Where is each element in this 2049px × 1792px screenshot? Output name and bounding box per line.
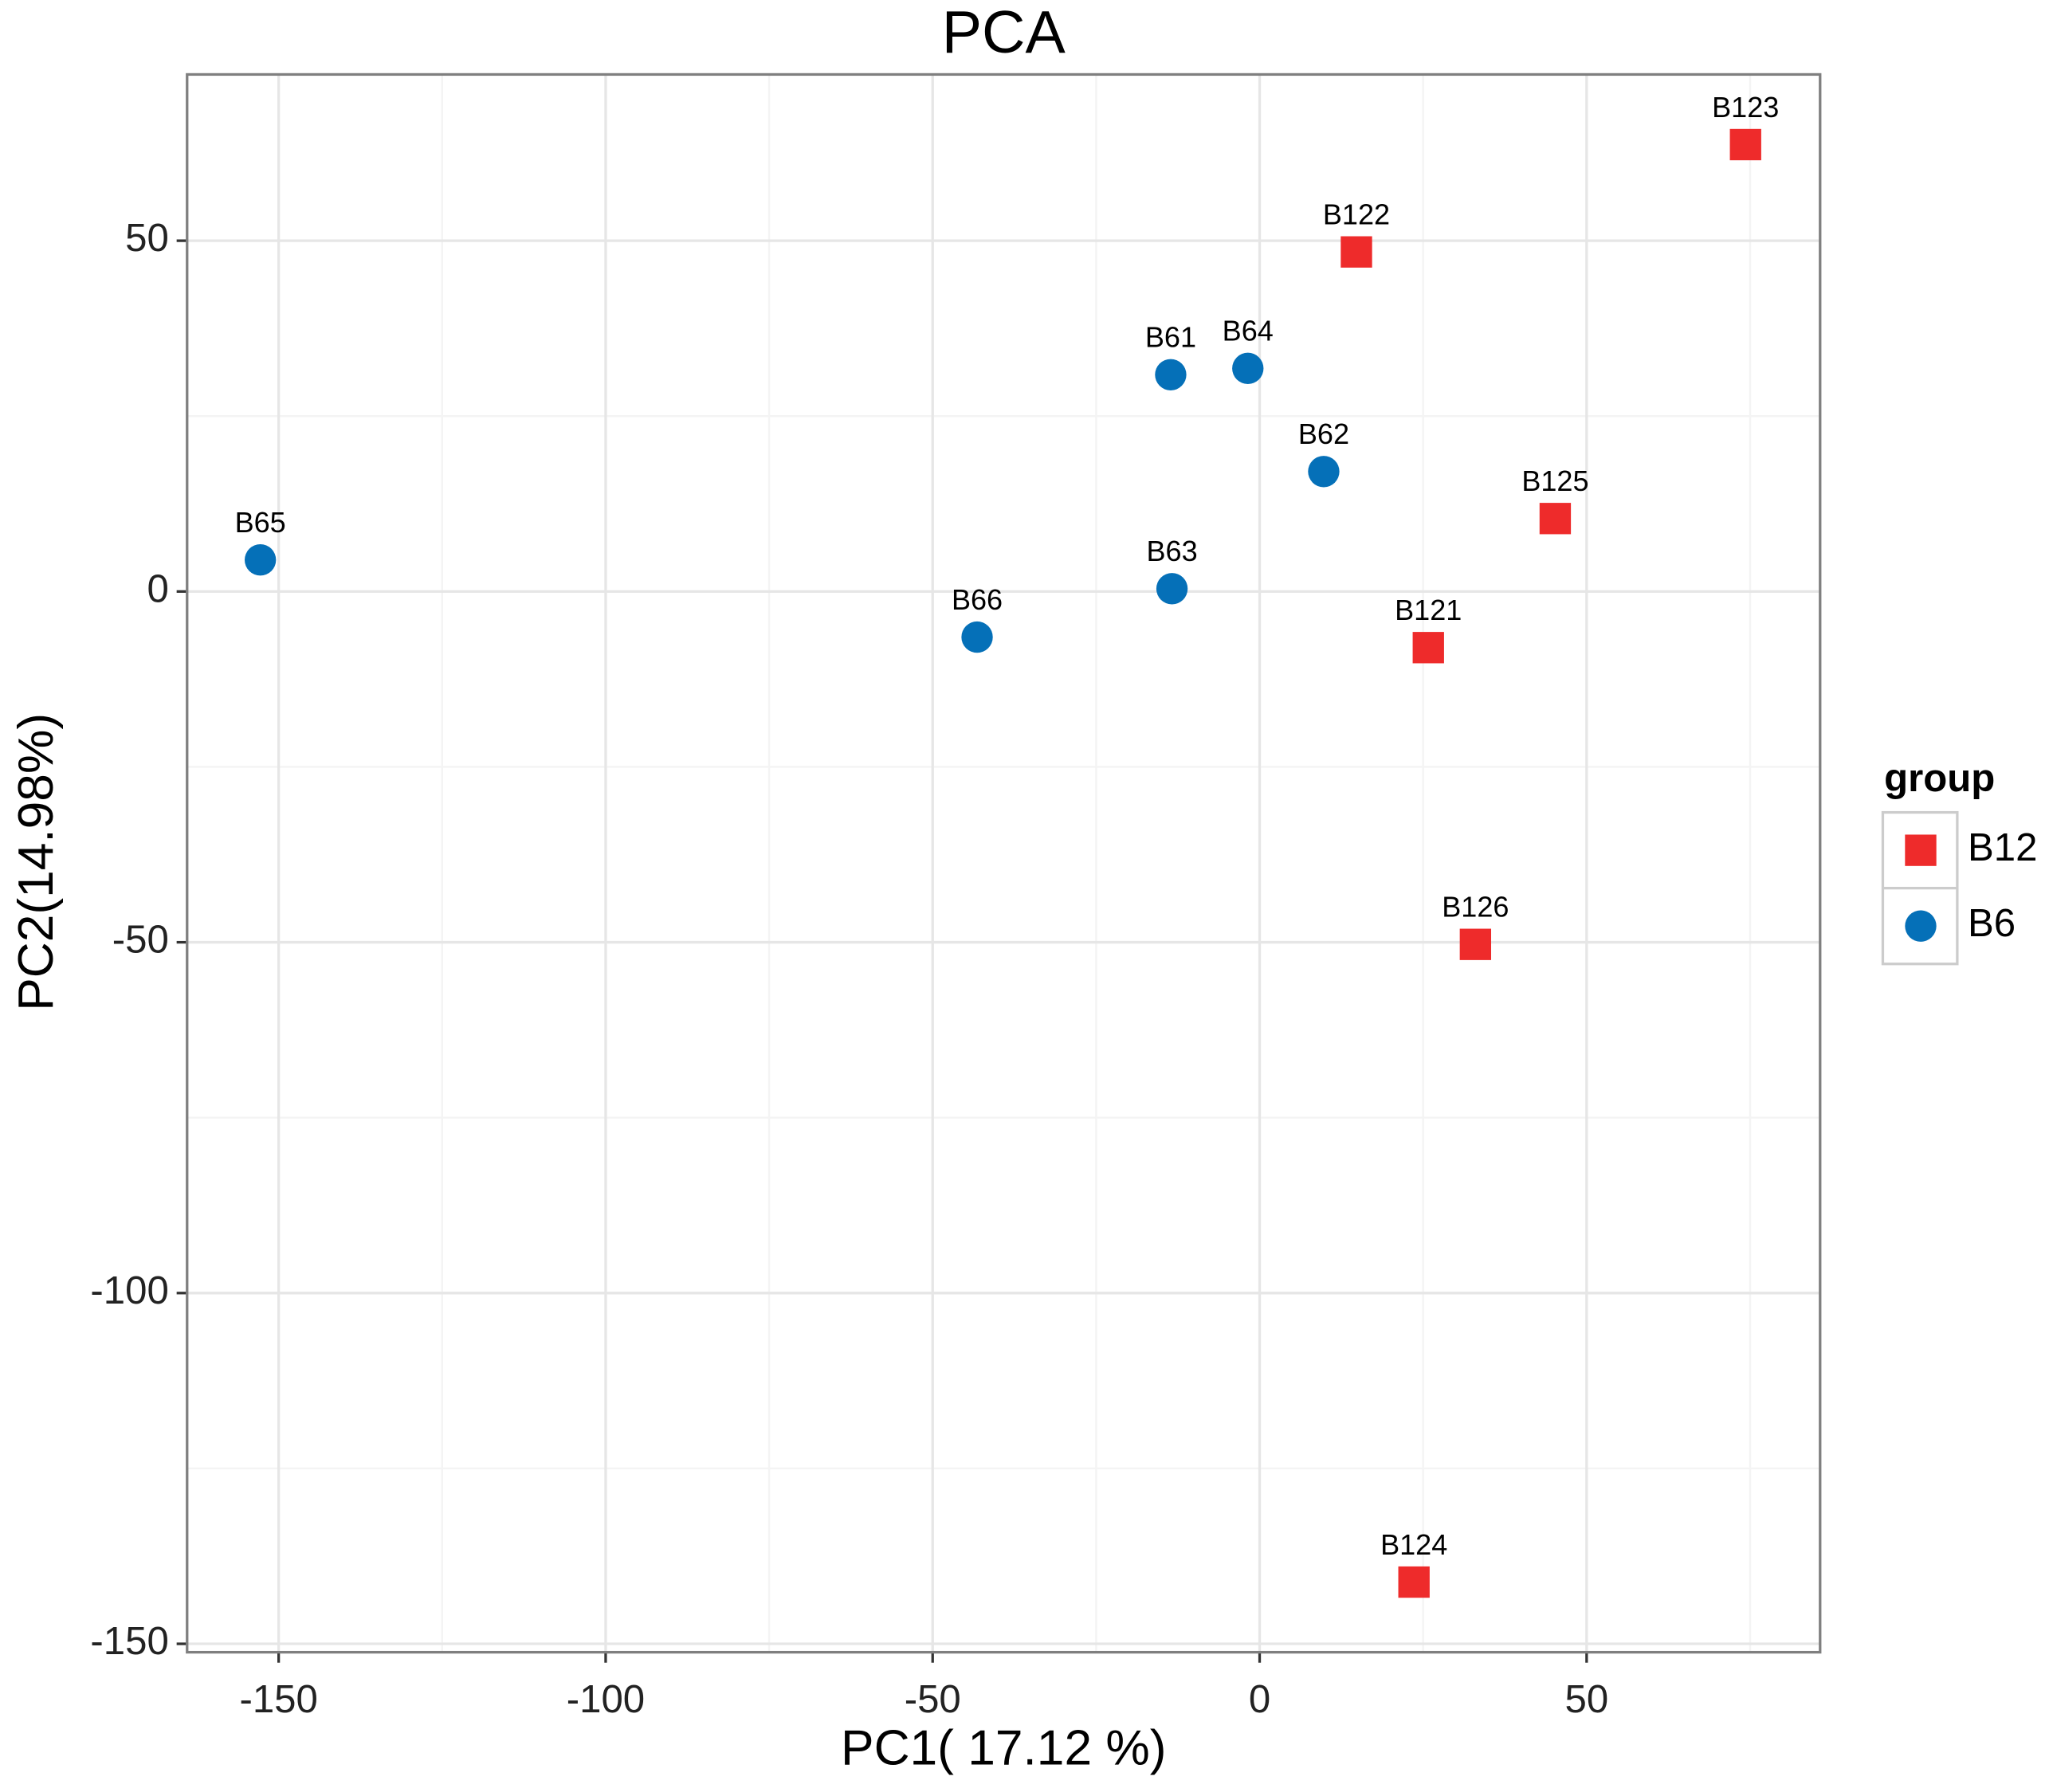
point-label: B65 (235, 506, 286, 539)
point-label: B126 (1442, 890, 1509, 923)
legend-key (1905, 910, 1937, 942)
y-tick-label: 50 (125, 216, 169, 260)
point-label: B121 (1395, 594, 1462, 626)
x-tick-label: -100 (567, 1677, 645, 1721)
point-label: B61 (1145, 321, 1196, 354)
y-axis-title: PC2(14.98%) (9, 713, 64, 1011)
x-tick-label: 0 (1249, 1677, 1270, 1721)
chart-title: PCA (942, 0, 1066, 65)
point (1539, 503, 1572, 535)
y-tick-label: -50 (112, 918, 169, 962)
plot-panel (186, 74, 1820, 1653)
point-label: B123 (1712, 91, 1779, 124)
x-tick-label: 50 (1564, 1677, 1608, 1721)
point-label: B66 (952, 583, 1003, 616)
point (1340, 236, 1372, 268)
point-label: B62 (1298, 418, 1349, 450)
point (1412, 632, 1444, 664)
legend-label: B12 (1968, 825, 2037, 869)
x-tick-label: -50 (905, 1677, 961, 1721)
point-label: B63 (1147, 535, 1198, 567)
point (1308, 456, 1340, 488)
point (1156, 573, 1188, 605)
x-axis-title: PC1( 17.12 %) (841, 1721, 1166, 1776)
point (1398, 1566, 1430, 1598)
point (1155, 359, 1187, 390)
point-label: B124 (1380, 1528, 1447, 1561)
x-tick-label: -150 (239, 1677, 317, 1721)
point (1232, 352, 1264, 385)
y-tick-label: -100 (90, 1269, 168, 1312)
point (1459, 928, 1491, 960)
legend-key (1905, 834, 1937, 866)
point-label: B64 (1223, 315, 1274, 347)
point (245, 544, 277, 576)
y-tick-label: -150 (90, 1619, 168, 1663)
legend-title: group (1884, 756, 1995, 800)
point (1729, 128, 1761, 161)
point-label: B122 (1323, 198, 1390, 230)
legend-label: B6 (1968, 901, 2016, 945)
point (961, 621, 993, 653)
plot-border (186, 73, 1822, 1654)
y-tick-label: 0 (147, 567, 168, 610)
point-label: B125 (1521, 465, 1588, 497)
